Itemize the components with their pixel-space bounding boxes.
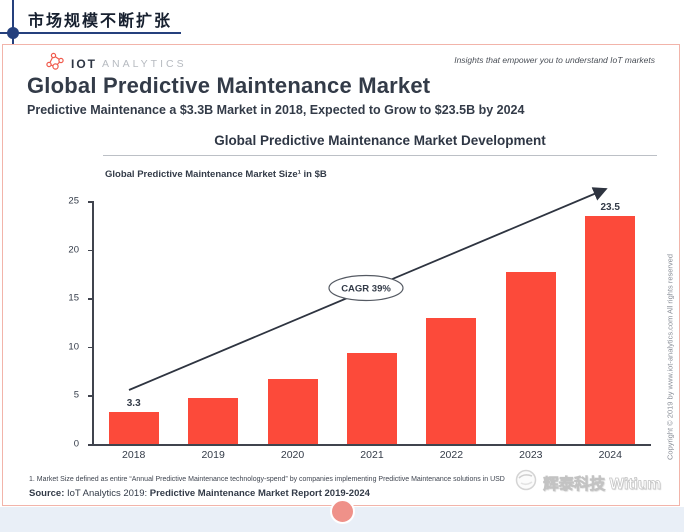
bar-value-label: 3.3 bbox=[126, 397, 141, 409]
bar-slot bbox=[332, 201, 411, 444]
heading-vertical-rule bbox=[12, 0, 14, 44]
x-tick-label: 2022 bbox=[439, 449, 464, 461]
trend-arrow-overlay: CAGR 39% bbox=[128, 187, 608, 391]
y-tick-label: 20 bbox=[68, 244, 79, 256]
witium-logo-icon bbox=[515, 469, 537, 496]
logo-text-secondary: ANALYTICS bbox=[102, 57, 187, 70]
cagr-ellipse bbox=[328, 274, 404, 302]
y-tick-mark bbox=[88, 444, 93, 446]
source-line: Source: IoT Analytics 2019: Predictive M… bbox=[29, 488, 370, 499]
bar-slot: 3.3 bbox=[94, 201, 173, 444]
heading-horizontal-rule bbox=[0, 32, 181, 34]
y-tick-mark bbox=[88, 249, 93, 252]
y-axis-labels: 0 5 10 15 20 25 bbox=[61, 196, 87, 450]
x-tick-label: 2018 bbox=[122, 449, 146, 461]
bar-slot: 23.5 bbox=[571, 201, 650, 444]
report-subtitle: Predictive Maintenance a $3.3B Market in… bbox=[27, 103, 525, 117]
bar-value-label: 23.5 bbox=[600, 201, 620, 213]
x-tick-label: 2024 bbox=[598, 449, 622, 461]
y-tick-label: 25 bbox=[68, 195, 79, 207]
y-tick-mark bbox=[88, 201, 93, 203]
molecule-icon bbox=[45, 51, 66, 76]
x-tick-label: 2021 bbox=[360, 449, 384, 461]
x-tick-label: 2023 bbox=[519, 449, 543, 461]
bar-slot bbox=[491, 201, 570, 444]
brand-tagline: Insights that empower you to understand … bbox=[454, 55, 655, 65]
report-title: Global Predictive Maintenance Market bbox=[27, 73, 431, 98]
x-axis-labels: 2018 2019 2020 2021 2022 2023 2024 bbox=[94, 449, 650, 461]
bar-2023 bbox=[505, 271, 556, 444]
bar-slot bbox=[173, 201, 252, 444]
bar-2020 bbox=[267, 378, 318, 444]
source-report-name: Predictive Maintenance Market Report 201… bbox=[149, 488, 370, 499]
bar-series: 3.3 23.5 bbox=[94, 201, 650, 444]
x-axis-line bbox=[92, 444, 651, 446]
chart-title: Global Predictive Maintenance Market Dev… bbox=[103, 133, 657, 156]
bar-2024 bbox=[585, 215, 636, 444]
watermark: 辉泰科技 Witium bbox=[515, 469, 661, 496]
copyright-vertical-text: Copyright © 2019 by www.iot-analytics.co… bbox=[665, 253, 675, 461]
cagr-label: CAGR 39% bbox=[341, 284, 391, 295]
y-tick-label: 10 bbox=[68, 341, 79, 353]
bar-2022 bbox=[426, 317, 477, 444]
source-publisher: IoT Analytics 2019: bbox=[64, 488, 150, 499]
iot-analytics-logo: IOT ANALYTICS bbox=[45, 51, 187, 76]
logo-text-primary: IOT bbox=[71, 56, 97, 71]
heading-bullet-dot bbox=[7, 27, 19, 39]
salmon-circle-badge bbox=[330, 499, 355, 524]
slide-heading-strip: 市场规模不断扩张 bbox=[0, 0, 684, 44]
y-tick-label: 15 bbox=[68, 292, 79, 304]
bar-slot bbox=[253, 201, 332, 444]
y-tick-label: 0 bbox=[73, 438, 79, 450]
source-label: Source: bbox=[29, 488, 65, 499]
y-axis-line bbox=[92, 201, 94, 445]
y-tick-mark bbox=[88, 346, 93, 349]
bar-2021 bbox=[346, 352, 397, 444]
x-tick-label: 2019 bbox=[201, 449, 225, 461]
bar-2019 bbox=[188, 398, 239, 444]
report-card: IOT ANALYTICS Insights that empower you … bbox=[2, 44, 680, 506]
bar-2018 bbox=[108, 411, 159, 444]
chart-footnote: 1. Market Size defined as entire “Annual… bbox=[29, 476, 505, 483]
bar-slot bbox=[412, 201, 491, 444]
chart-axis-title: Global Predictive Maintenance Market Siz… bbox=[105, 169, 327, 180]
y-tick-mark bbox=[88, 395, 93, 397]
page-title: 市场规模不断扩张 bbox=[28, 13, 173, 30]
y-tick-label: 5 bbox=[73, 389, 79, 401]
y-tick-mark bbox=[88, 298, 93, 300]
x-tick-label: 2020 bbox=[280, 449, 305, 461]
watermark-text: 辉泰科技 Witium bbox=[543, 475, 662, 493]
